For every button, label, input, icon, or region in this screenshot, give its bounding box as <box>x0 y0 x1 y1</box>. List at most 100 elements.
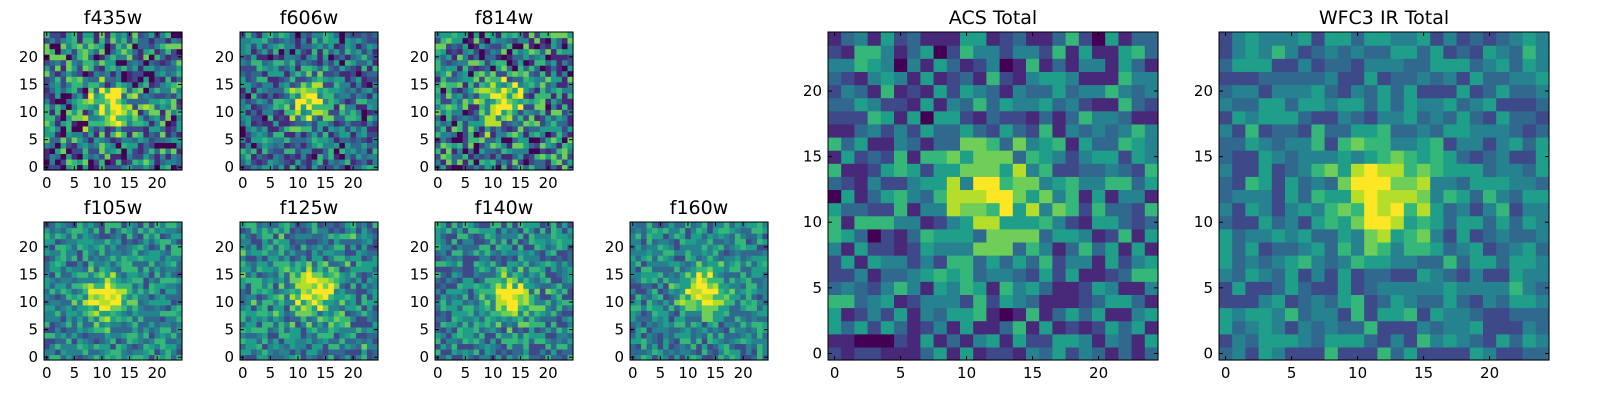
heatmap-cell <box>99 348 106 356</box>
heatmap-cell <box>907 202 921 217</box>
heatmap-cell <box>278 65 285 72</box>
heatmap-cell <box>311 293 318 300</box>
heatmap-cell <box>176 332 183 339</box>
heatmap-cell <box>729 343 736 350</box>
heatmap-cell <box>1092 202 1106 217</box>
heatmap-cell <box>361 260 368 267</box>
heatmap-cell <box>907 215 921 230</box>
heatmap-cell <box>121 37 128 44</box>
heatmap-cell <box>468 310 475 317</box>
heatmap-cell <box>457 37 464 44</box>
heatmap-cell <box>1092 255 1106 269</box>
heatmap-cell <box>641 233 648 240</box>
heatmap-cell <box>245 125 252 132</box>
heatmap-cell <box>854 150 869 164</box>
heatmap-cell <box>344 48 351 55</box>
heatmap-cell <box>828 163 842 177</box>
heatmap-cell <box>154 120 161 127</box>
heatmap-cell <box>679 332 686 339</box>
heatmap-cell <box>366 299 374 306</box>
heatmap-cell <box>273 249 280 256</box>
heatmap-cell <box>440 244 447 251</box>
heatmap-cell <box>745 266 753 273</box>
heatmap-cell <box>366 43 374 50</box>
heatmap-cell <box>668 277 675 284</box>
heatmap-cell <box>49 288 56 295</box>
heatmap-cell <box>333 81 340 88</box>
heatmap-cell <box>723 271 730 278</box>
heatmap-cell <box>567 227 574 234</box>
heatmap-cell <box>66 48 73 55</box>
heatmap-cell <box>854 255 869 269</box>
heatmap-cell <box>60 158 67 166</box>
heatmap-cell <box>126 348 133 356</box>
heatmap-cell <box>701 277 708 284</box>
heatmap-cell <box>506 32 513 39</box>
y-tick-label: 20 <box>215 238 234 256</box>
heatmap-cell <box>534 136 541 143</box>
heatmap-cell <box>240 343 247 350</box>
heatmap-cell <box>523 337 530 345</box>
heatmap-cell <box>355 244 363 251</box>
heatmap-cell <box>44 233 51 240</box>
heatmap-cell <box>663 277 670 284</box>
heatmap-cell <box>350 103 357 110</box>
heatmap-cell <box>115 136 122 143</box>
heatmap-cell <box>1012 202 1027 217</box>
heatmap-cell <box>278 310 285 317</box>
heatmap-cell <box>495 354 502 361</box>
heatmap-cell <box>60 271 67 278</box>
heatmap-cell <box>137 70 144 77</box>
heatmap-cell <box>534 277 541 284</box>
heatmap-cell <box>539 103 546 110</box>
heatmap-cell <box>339 222 346 229</box>
heatmap-cell <box>284 125 291 132</box>
heatmap-cell <box>462 92 469 99</box>
heatmap-cell <box>361 131 368 138</box>
heatmap-cell <box>550 249 558 256</box>
heatmap-cell <box>973 268 987 282</box>
heatmap-cell <box>322 158 329 166</box>
heatmap-cell <box>745 310 753 317</box>
heatmap-cell <box>473 293 480 300</box>
heatmap-cell <box>165 131 172 138</box>
heatmap-cell <box>646 304 653 311</box>
heatmap-cell <box>534 282 541 289</box>
heatmap-cell <box>1039 241 1053 256</box>
heatmap-cell <box>99 131 106 138</box>
heatmap-cell <box>696 288 703 295</box>
heatmap-cell <box>567 32 574 39</box>
heatmap-cell <box>306 103 313 110</box>
heatmap-cell <box>300 65 307 72</box>
heatmap-cell <box>251 92 258 99</box>
heatmap-cell <box>60 266 67 273</box>
heatmap-cell <box>718 233 725 240</box>
heatmap-cell <box>137 109 144 116</box>
heatmap-cell <box>311 114 318 121</box>
heatmap-cell <box>132 348 139 356</box>
heatmap-cell <box>350 337 357 345</box>
heatmap-cell <box>88 271 95 278</box>
heatmap-cell <box>49 343 56 350</box>
heatmap-cell <box>159 32 167 39</box>
heatmap-cell <box>696 321 703 328</box>
heatmap-cell <box>355 304 363 311</box>
heatmap-cell <box>468 114 475 121</box>
heatmap-cell <box>126 103 133 110</box>
heatmap-cell <box>854 163 869 177</box>
heatmap-cell <box>484 76 491 83</box>
heatmap-cell <box>501 136 508 143</box>
heatmap-cell <box>88 81 95 88</box>
heatmap-cell <box>165 37 172 44</box>
heatmap-cell <box>479 260 486 267</box>
heatmap-cell <box>707 337 714 345</box>
heatmap-cell <box>696 222 703 229</box>
heatmap-cell <box>256 81 263 88</box>
heatmap-cell <box>867 307 882 322</box>
heatmap-cell <box>567 310 574 317</box>
heatmap-cell <box>71 114 78 121</box>
heatmap-cell <box>473 277 480 284</box>
heatmap-cell <box>523 81 530 88</box>
heatmap-cell <box>44 304 51 311</box>
heatmap-cell <box>339 114 346 121</box>
